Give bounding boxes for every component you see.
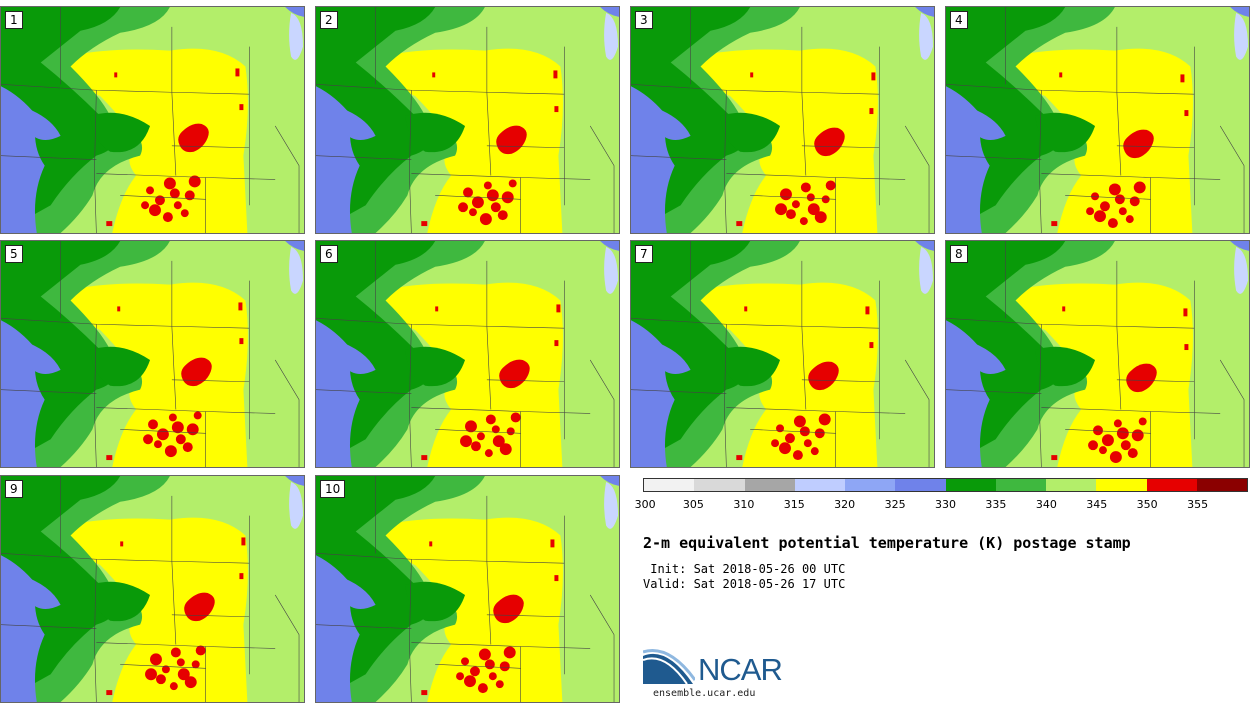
member-label: 7 bbox=[635, 245, 653, 263]
postage-stamp-map: 1 bbox=[0, 6, 305, 234]
member-label: 4 bbox=[950, 11, 968, 29]
member-label: 3 bbox=[635, 11, 653, 29]
colorbar bbox=[643, 478, 1248, 492]
colorbar-tick-label: 325 bbox=[884, 498, 906, 511]
colorbar-tick-label: 300 bbox=[634, 498, 656, 511]
colorbar-tick-label: 355 bbox=[1187, 498, 1209, 511]
colorbar-segment bbox=[1046, 479, 1097, 491]
colorbar-segment bbox=[895, 479, 946, 491]
postage-stamp-map: 6 bbox=[315, 240, 620, 468]
colorbar-tick-label: 320 bbox=[834, 498, 856, 511]
colorbar-tick-label: 315 bbox=[783, 498, 805, 511]
member-label: 9 bbox=[5, 480, 23, 498]
colorbar-ticks: 300 305 310 315 320 325 330 335 340 345 350 355 bbox=[635, 498, 1248, 512]
colorbar-tick-label: 345 bbox=[1086, 498, 1108, 511]
member-label: 10 bbox=[320, 480, 346, 498]
valid-time: Valid: Sat 2018-05-26 17 UTC bbox=[643, 577, 846, 591]
colorbar-segment bbox=[945, 479, 996, 491]
member-label: 2 bbox=[320, 11, 338, 29]
postage-stamp-map: 8 bbox=[945, 240, 1250, 468]
colorbar-tick-label: 350 bbox=[1136, 498, 1158, 511]
colorbar-tick-label: 335 bbox=[985, 498, 1007, 511]
postage-stamp-map: 2 bbox=[315, 6, 620, 234]
postage-stamp-map: 9 bbox=[0, 475, 305, 703]
member-label: 5 bbox=[5, 245, 23, 263]
postage-stamp-map: 7 bbox=[630, 240, 935, 468]
init-time: Init: Sat 2018-05-26 00 UTC bbox=[643, 562, 846, 576]
ncar-swoosh-icon bbox=[643, 649, 695, 685]
colorbar-tick-label: 305 bbox=[682, 498, 704, 511]
postage-stamp-map: 10 bbox=[315, 475, 620, 703]
logo-text: NCAR bbox=[698, 652, 783, 687]
member-label: 8 bbox=[950, 245, 968, 263]
postage-stamp-map: 3 bbox=[630, 6, 935, 234]
site-url: ensemble.ucar.edu bbox=[653, 688, 756, 699]
colorbar-tick-label: 340 bbox=[1035, 498, 1057, 511]
colorbar-segment bbox=[644, 479, 695, 491]
colorbar-segment bbox=[1146, 479, 1197, 491]
postage-stamp-map: 4 bbox=[945, 6, 1250, 234]
colorbar-segment bbox=[995, 479, 1046, 491]
colorbar-tick-label: 310 bbox=[733, 498, 755, 511]
colorbar-segment bbox=[1196, 479, 1247, 491]
colorbar-tick-label: 330 bbox=[935, 498, 956, 511]
page-title: 2-m equivalent potential temperature (K)… bbox=[643, 534, 1131, 552]
postage-stamp-map: 5 bbox=[0, 240, 305, 468]
member-label: 1 bbox=[5, 11, 23, 29]
colorbar-segment bbox=[845, 479, 896, 491]
ncar-logo: NCAR bbox=[643, 648, 793, 690]
member-label: 6 bbox=[320, 245, 338, 263]
colorbar-segment bbox=[1096, 479, 1147, 491]
colorbar-segment bbox=[694, 479, 745, 491]
colorbar-segment bbox=[794, 479, 845, 491]
colorbar-segment bbox=[744, 479, 795, 491]
